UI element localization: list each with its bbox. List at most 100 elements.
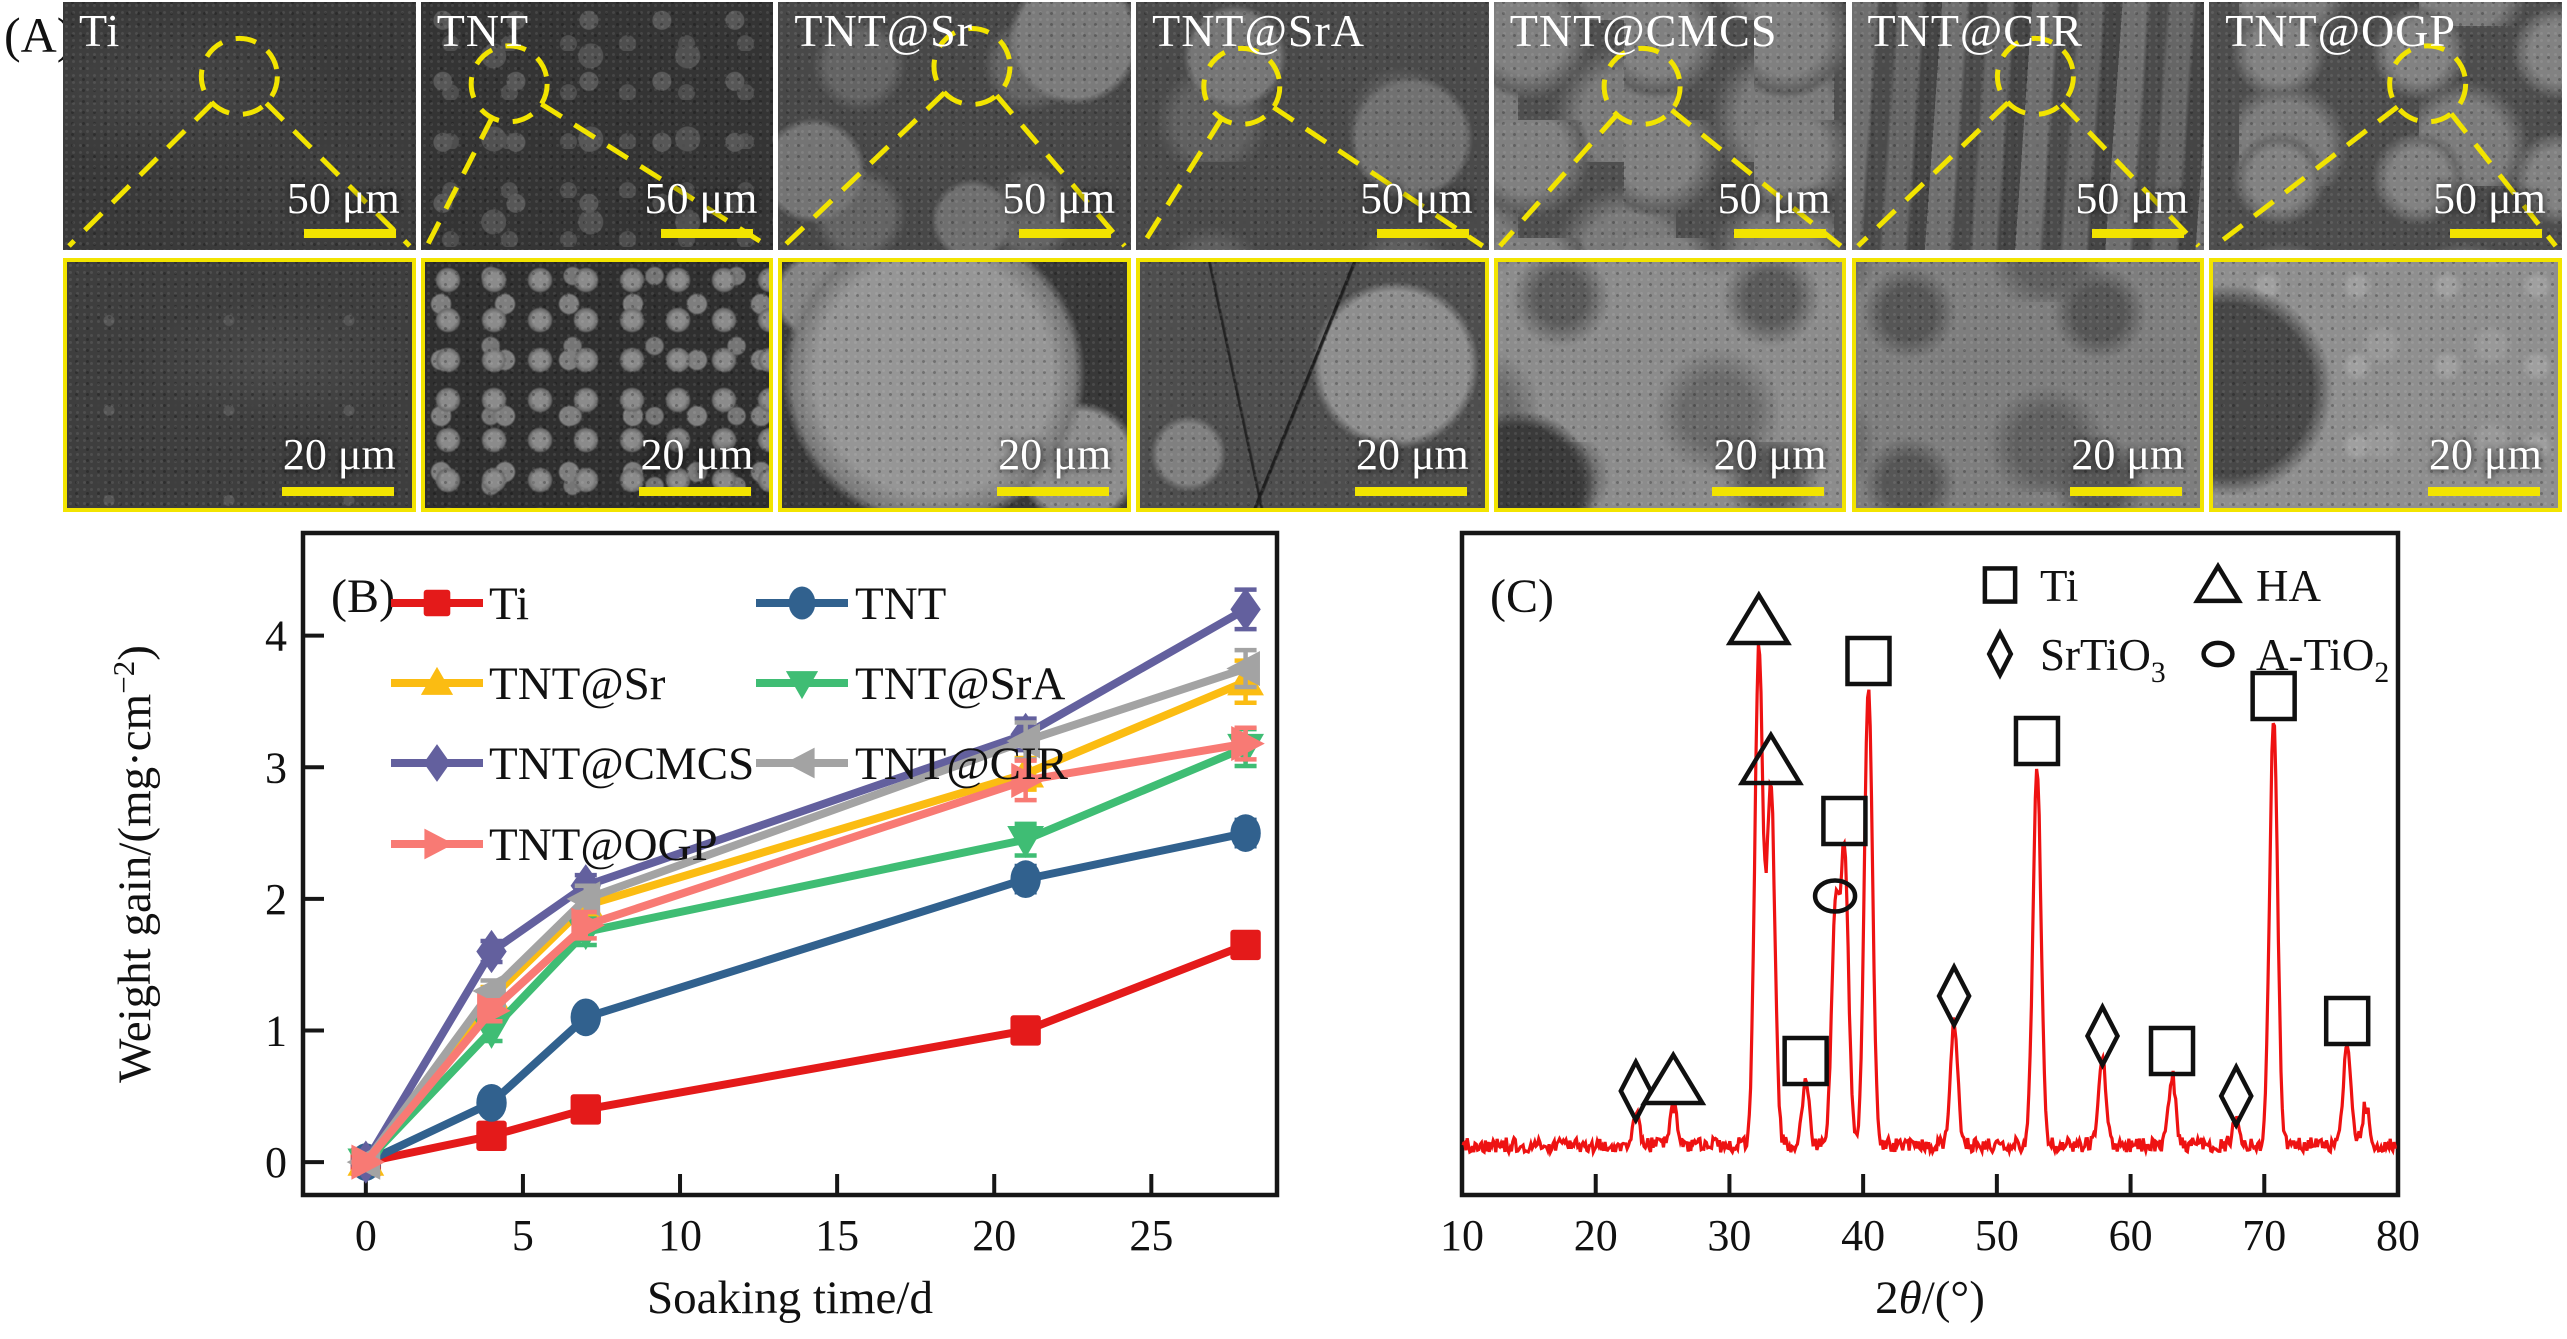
- data-point-TNT: [1010, 860, 1041, 899]
- data-point-TNT: [1230, 814, 1261, 852]
- sem-texture-overlay: [1136, 2, 1489, 250]
- scale-bar-label-20um: 20 μm: [2429, 430, 2542, 479]
- sem-sample-label: TNT@CIR: [1867, 5, 2083, 56]
- b-y-tick-label: 0: [265, 1138, 287, 1187]
- sem-texture-overlay: [424, 262, 770, 508]
- panel-b-frame: [300, 530, 1280, 1198]
- sem-image-Ti-20um: 20 μm: [63, 258, 416, 512]
- legend-triangle-down-icon: [785, 671, 819, 700]
- sem-image-TNT-50um: TNT 50 μm: [420, 2, 774, 250]
- data-point-TNT@SrA: [1007, 826, 1045, 859]
- data-point-TNT@CMCS: [1230, 587, 1261, 631]
- c-x-tick-label: 30: [1707, 1211, 1751, 1260]
- legend-item-TNT@OGP: TNT@OGP: [391, 819, 718, 871]
- panel-c-frame: [1459, 530, 2401, 1198]
- xrd-legend-label: HA: [2256, 561, 2321, 611]
- sem-sample-label: TNT: [436, 5, 530, 56]
- scale-bar-20um: [2427, 487, 2540, 496]
- sem-texture-overlay: [1140, 262, 1485, 508]
- peak-marker-square: [2323, 995, 2371, 1047]
- scale-bar-50um: [303, 229, 396, 238]
- data-point-Ti: [1010, 1015, 1041, 1046]
- sem-image-TNT@Sr-20um: 20 μm: [778, 258, 1132, 512]
- peak-marker-square: [2013, 715, 2061, 767]
- b-x-tick-label: 0: [355, 1211, 377, 1260]
- peak-marker-square: [1845, 635, 1892, 687]
- scale-bar-50um: [1376, 229, 1469, 238]
- c-x-tick-label: 70: [2242, 1211, 2286, 1260]
- legend-diamond-icon: [423, 744, 451, 782]
- sem-image-Ti-50um: Ti 50 μm: [63, 2, 416, 250]
- callout-dashed-circle: [468, 43, 550, 125]
- callout-dashed-circle: [1601, 45, 1683, 127]
- scale-bar-label-20um: 20 μm: [1355, 430, 1469, 479]
- c-x-tick-label: 50: [1975, 1211, 2019, 1260]
- peak-marker-square: [2148, 1025, 2196, 1077]
- legend-item-TNT@CIR: TNT@CIR: [756, 738, 1069, 790]
- callout-dashed-line-left: [1139, 117, 1224, 248]
- sem-texture-overlay: [1493, 2, 1847, 250]
- sem-texture-overlay: [2213, 262, 2558, 508]
- xrd-legend-item-Ti: Ti: [1982, 561, 2078, 611]
- peak-marker-diamond: [2084, 1002, 2121, 1070]
- sem-sample-label: TNT@Sr: [794, 5, 974, 56]
- scale-bar-label-50um: 50 μm: [2075, 174, 2189, 223]
- legend-triangle-icon: [2193, 561, 2243, 604]
- peak-marker-triangle: [1725, 590, 1792, 646]
- scale-bar-50um: [1734, 229, 1827, 238]
- scale-bar-50um: [2092, 229, 2185, 238]
- legend-triangle-right-icon: [424, 828, 454, 860]
- callout-dashed-line-left: [424, 116, 494, 248]
- b-y-tick-label: 4: [265, 612, 287, 661]
- sem-texture-overlay: [1851, 2, 2205, 250]
- scale-bar-label-50um: 50 μm: [2433, 174, 2546, 223]
- callout-dashed-line-right: [539, 101, 769, 249]
- scale-bar-20um: [1354, 487, 1467, 496]
- peak-marker-diamond: [1618, 1057, 1654, 1125]
- panel-c-letter: (C): [1490, 570, 1554, 623]
- scale-bar-20um: [281, 487, 394, 496]
- sem-sample-label: TNT@SrA: [1152, 5, 1365, 56]
- callout-overlay: [2213, 43, 2558, 248]
- callout-dashed-circle: [1201, 45, 1283, 127]
- scale-bar-label-50um: 50 μm: [286, 174, 400, 223]
- sem-texture-overlay: [67, 262, 412, 508]
- panel-b-chart: 0 5 10 15 20 25 0 1 2 3 4 Soaking time/d Weight gain…: [106, 530, 1280, 1324]
- scale-bar-50um: [661, 229, 754, 238]
- scale-bar-label-20um: 20 μm: [998, 430, 1112, 479]
- c-x-tick-label: 60: [2109, 1211, 2153, 1260]
- sem-image-TNT-20um: 20 μm: [420, 258, 774, 512]
- c-x-tick-label: 10: [1440, 1211, 1484, 1260]
- scale-bar-label-50um: 50 μm: [1717, 174, 1831, 223]
- scale-bar-label-20um: 20 μm: [2071, 430, 2185, 479]
- callout-dashed-line-left: [1855, 100, 2010, 248]
- data-point-TNT@CIR: [1006, 723, 1041, 759]
- data-point-TNT@OGP: [571, 907, 605, 943]
- xrd-legend-item-HA: HA: [2193, 561, 2321, 611]
- data-point-TNT@OGP: [1231, 725, 1265, 762]
- peak-marker-square: [2250, 670, 2297, 722]
- callout-dashed-circle: [1994, 35, 2076, 117]
- data-point-TNT: [570, 998, 601, 1037]
- peak-marker-triangle: [1640, 1050, 1707, 1106]
- callout-overlay: [782, 25, 1127, 248]
- callout-overlay: [1855, 35, 2200, 248]
- legend-square-icon: [1982, 566, 2018, 604]
- b-x-tick-label: 25: [1129, 1211, 1173, 1260]
- data-point-TNT@CIR: [566, 881, 601, 917]
- sem-image-TNT@Sr-50um: TNT@Sr 50 μm: [778, 2, 1132, 250]
- b-x-tick-label: 10: [658, 1211, 702, 1260]
- callout-dashed-line-right: [995, 93, 1127, 248]
- data-point-TNT@CMCS: [476, 929, 507, 974]
- xrd-legend-label: A-TiO2: [2256, 630, 2389, 689]
- sem-image-TNT@OGP-20um: 20 μm: [2209, 258, 2562, 512]
- sem-sample-label: Ti: [79, 5, 121, 56]
- legend-label: TNT@SrA: [855, 658, 1065, 710]
- sem-texture-overlay: [1497, 262, 1843, 508]
- scale-bar-label-20um: 20 μm: [282, 430, 396, 479]
- scale-bar-label-50um: 50 μm: [644, 174, 758, 223]
- c-x-tick-label: 20: [1574, 1211, 1618, 1260]
- sem-texture-overlay: [63, 2, 416, 250]
- b-y-tick-label: 1: [265, 1006, 287, 1055]
